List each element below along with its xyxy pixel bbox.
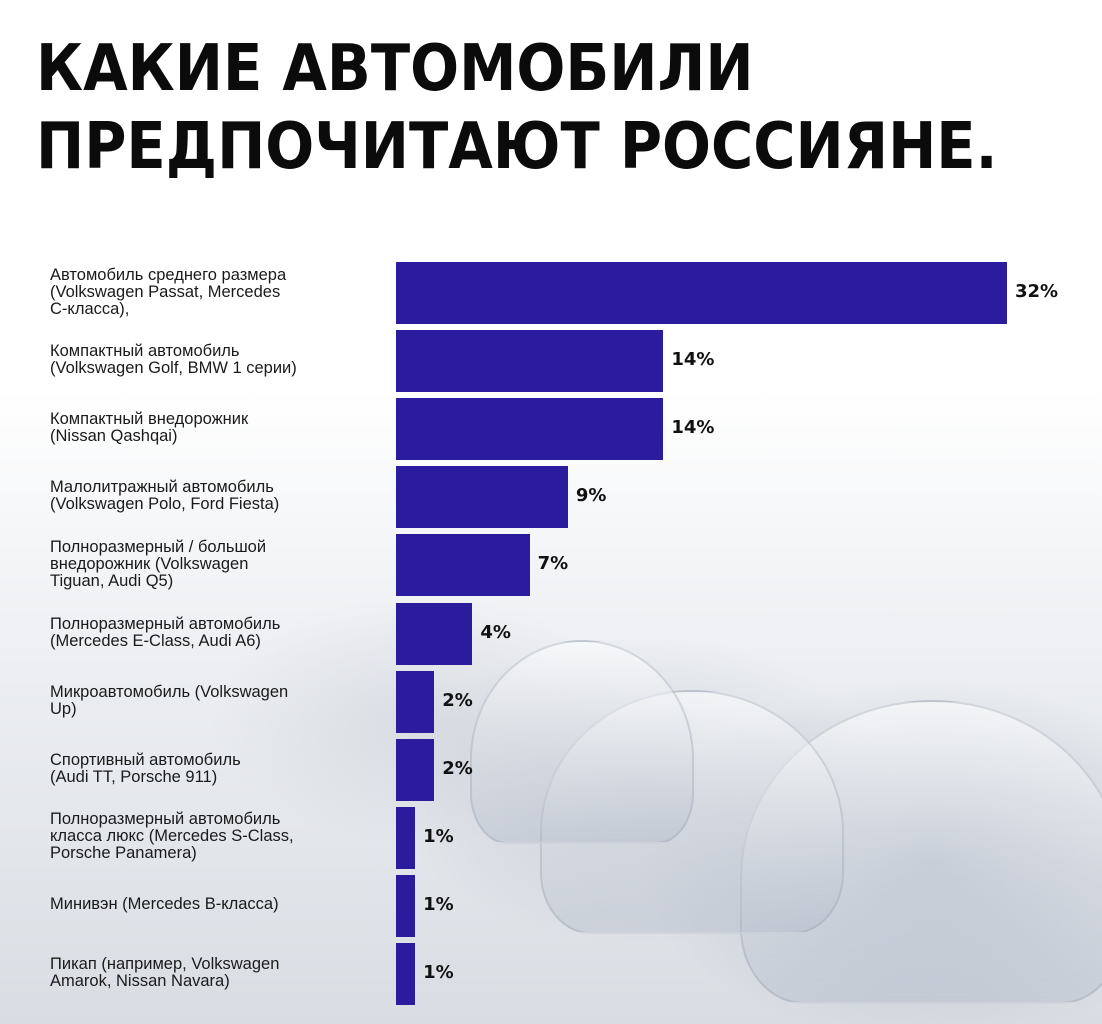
category-label: Автомобиль среднего размера (Volkswagen … <box>50 265 287 318</box>
value-label: 9% <box>575 485 607 507</box>
category-label: Пикап (например, Volkswagen Amarok, Niss… <box>50 955 280 990</box>
category-label: Полноразмерный автомобиль (Mercedes E-Cl… <box>50 614 281 650</box>
bar <box>396 398 664 461</box>
bar <box>396 670 435 733</box>
category-label: Минивэн (Mercedes B-класса) <box>50 895 279 914</box>
value-label: 1% <box>423 893 454 915</box>
category-label: Спортивный автомобиль (Audi TT, Porsche … <box>50 750 241 786</box>
category-label: Малолитражный автомобиль (Volkswagen Pol… <box>50 478 280 514</box>
title-line-1: КАКИЕ АВТОМОБИЛИ <box>36 32 754 106</box>
value-label: 1% <box>423 962 454 983</box>
car-silhouette <box>470 640 694 844</box>
value-label: 32% <box>1015 281 1059 302</box>
value-label: 2% <box>442 689 473 711</box>
value-label: 2% <box>442 757 473 779</box>
page-title: КАКИЕ АВТОМОБИЛИ ПРЕДПОЧИТАЮТ РОССИЯНЕ. <box>36 30 1086 186</box>
bar <box>396 262 1007 324</box>
bar <box>396 874 416 937</box>
bar <box>396 330 664 393</box>
category-label: Компактный автомобиль (Volkswagen Golf, … <box>50 342 297 378</box>
category-label: Полноразмерный автомобиль класса люкс (M… <box>50 810 294 863</box>
category-label: Полноразмерный / большой внедорожник (Vo… <box>50 537 267 590</box>
title-line-2: ПРЕДПОЧИТАЮТ РОССИЯНЕ. <box>36 110 998 184</box>
category-label: Микроавтомобиль (Volkswagen Up) <box>50 682 289 718</box>
bar <box>396 534 530 597</box>
value-label: 4% <box>480 621 511 643</box>
value-label: 14% <box>671 349 715 371</box>
category-label: Компактный внедорожник (Nissan Qashqai) <box>50 410 249 446</box>
bar <box>396 466 568 529</box>
bar <box>396 602 473 665</box>
value-label: 7% <box>537 553 569 575</box>
bar <box>396 806 416 869</box>
value-label: 14% <box>671 417 715 439</box>
bar <box>396 738 435 801</box>
bar <box>396 943 416 1005</box>
value-label: 1% <box>423 825 454 847</box>
